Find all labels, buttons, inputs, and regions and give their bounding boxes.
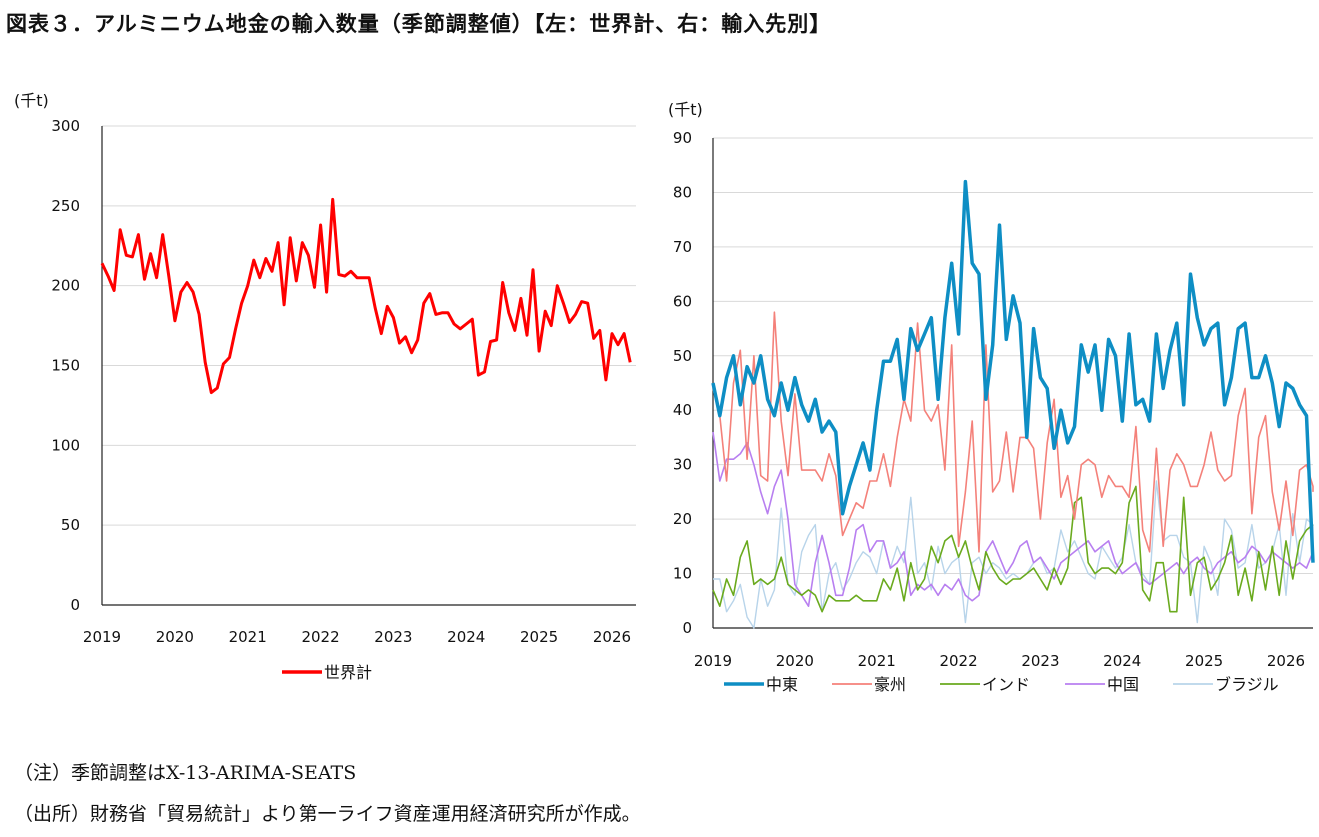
y-tick-label: 10 (673, 565, 692, 583)
y-tick-label: 70 (673, 238, 692, 256)
y-tick-label: 80 (673, 183, 692, 201)
x-tick-label: 2021 (229, 628, 267, 646)
legend-label: 世界計 (324, 663, 372, 682)
chart-1: 0 50 100 150 200 250 300 2019 2020 2021 2022 2023 20… (14, 91, 636, 682)
legend-entry: 中国 (1065, 675, 1139, 694)
y-tick-label: 30 (673, 456, 692, 474)
x-tick-label: 2022 (939, 652, 977, 670)
legend-entry: ブラジル (1173, 675, 1279, 694)
x-tick-label: 2020 (776, 652, 814, 670)
series-line-2 (712, 311, 1314, 553)
source-note: （出所）財務省「貿易統計」より第一ライフ資産運用経済研究所が作成。 (14, 803, 641, 825)
y-tick-label: 100 (51, 436, 80, 454)
legend-label: 中国 (1107, 675, 1139, 694)
x-tick-label: 2025 (1185, 652, 1223, 670)
series-line-3 (712, 485, 1314, 613)
y-tick-label: 300 (51, 117, 80, 135)
series-line-1 (100, 197, 632, 395)
y-tick-label: 0 (70, 596, 80, 614)
legend-entry: 世界計 (282, 663, 372, 682)
y-tick-label: 90 (673, 129, 692, 147)
y-tick-label: 50 (61, 516, 80, 534)
unit-label: (千t) (668, 100, 703, 119)
y-tick-label: 60 (673, 292, 692, 310)
x-tick-label: 2019 (83, 628, 121, 646)
y-tick-label: 20 (673, 510, 692, 528)
x-tick-label: 2019 (694, 652, 732, 670)
y-tick-label: 40 (673, 401, 692, 419)
x-tick-label: 2022 (301, 628, 339, 646)
x-tick-label: 2024 (1103, 652, 1141, 670)
x-tick-label: 2020 (156, 628, 194, 646)
x-tick-label: 2021 (858, 652, 896, 670)
x-tick-label: 2026 (593, 628, 631, 646)
legend-label: ブラジル (1215, 675, 1279, 694)
y-tick-label: 250 (51, 197, 80, 215)
y-tick-label: 150 (51, 357, 80, 375)
legend-label: 豪州 (874, 675, 906, 694)
x-tick-label: 2023 (374, 628, 412, 646)
series-line-4 (712, 431, 1314, 608)
y-tick-label: 200 (51, 277, 80, 295)
legend-label: インド (982, 675, 1030, 694)
x-tick-label: 2025 (520, 628, 558, 646)
x-tick-label: 2023 (1021, 652, 1059, 670)
footnote: （注）季節調整はX-13-ARIMA-SEATS (14, 762, 357, 784)
series-line-1 (711, 179, 1315, 563)
legend-entry: インド (940, 675, 1030, 694)
legend-entry: 中東 (724, 675, 798, 694)
legend-label: 中東 (766, 675, 798, 694)
chart-2: 0 10 20 30 40 50 60 70 80 90 2019 2020 2021 2022 2023 2… (668, 100, 1315, 694)
page-title: 図表３．アルミニウム地金の輸入数量（季節調整値）【左：世界計、右：輸入先別】 (6, 12, 832, 36)
x-tick-label: 2026 (1267, 652, 1305, 670)
y-tick-label: 50 (673, 347, 692, 365)
x-tick-label: 2024 (447, 628, 485, 646)
legend-entry: 豪州 (832, 675, 906, 694)
y-tick-label: 0 (682, 619, 692, 637)
series-line-5 (713, 480, 1314, 629)
unit-label: (千t) (14, 91, 49, 110)
